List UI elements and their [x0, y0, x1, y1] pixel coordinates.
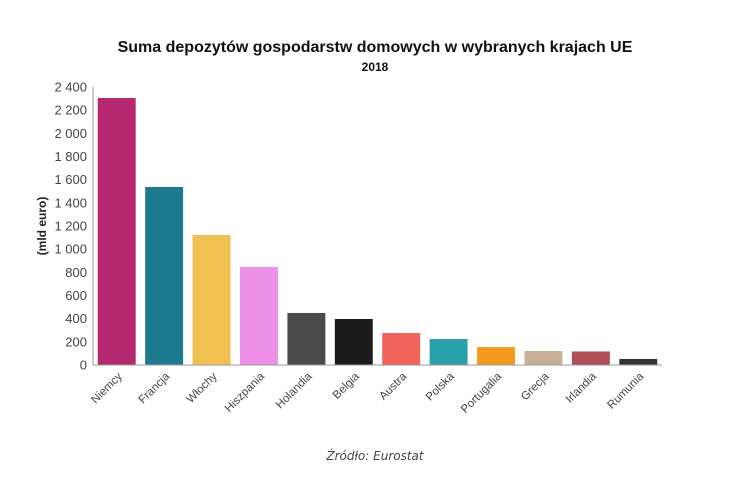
bars [97, 98, 658, 366]
bar-hiszpania [239, 267, 278, 365]
y-tick-label: 600 [65, 288, 87, 303]
bar-rumunia [619, 358, 658, 365]
y-tick-label: 2 200 [54, 103, 87, 118]
bar-francja [145, 186, 184, 365]
bar-austra [382, 333, 421, 365]
y-tick-label: 1 800 [54, 149, 87, 164]
y-tick-label: 2 400 [54, 80, 87, 95]
bar-belgia [334, 319, 373, 365]
bar-niemcy [97, 98, 136, 366]
x-tick-label: Niemcy [89, 370, 125, 406]
x-tick-label: Włochy [185, 370, 220, 405]
source-note: Źródło: Eurostat [326, 449, 424, 463]
y-tick-label: 2 000 [54, 126, 87, 141]
x-tick-label: Belgia [331, 370, 363, 402]
x-tick-label: Hiszpania [223, 370, 268, 415]
y-axis-label: (mld euro) [35, 197, 49, 256]
x-tick-label: Rumunia [605, 370, 646, 411]
bar-włochy [192, 235, 231, 365]
y-tick-label: 1 200 [54, 219, 87, 234]
x-axis-ticks: Niemcy Francja Włochy Hiszpania Holandia Belg… [89, 370, 647, 416]
chart-subtitle: 2018 [362, 60, 389, 74]
y-tick-label: 1 600 [54, 172, 87, 187]
chart-title: Suma depozytów gospodarstw domowych w wy… [118, 39, 633, 56]
y-tick-label: 0 [80, 358, 87, 373]
y-tick-label: 1 000 [54, 242, 87, 257]
bar-grecja [524, 350, 563, 365]
bar-irlandia [571, 351, 610, 365]
x-tick-label: Polska [424, 370, 457, 403]
x-tick-label: Holandia [274, 370, 315, 411]
bar-holandia [287, 312, 326, 365]
x-tick-label: Austra [377, 370, 409, 402]
y-tick-label: 1 400 [54, 195, 87, 210]
y-axis-ticks: 0 200 400 600 800 1 000 1 200 1 400 1 600 1 800 2 … [54, 80, 87, 373]
bar-chart: Suma depozytów gospodarstw domowych w wy… [35, 39, 662, 416]
y-tick-label: 800 [65, 265, 87, 280]
y-tick-label: 200 [65, 334, 87, 349]
x-tick-label: Francja [137, 370, 173, 406]
bar-polska [429, 339, 468, 365]
x-tick-label: Irlandia [564, 370, 600, 406]
bar-portugalia [477, 347, 516, 365]
x-tick-label: Portugalia [459, 370, 505, 416]
y-tick-label: 400 [65, 311, 87, 326]
x-tick-label: Grecja [519, 370, 552, 403]
